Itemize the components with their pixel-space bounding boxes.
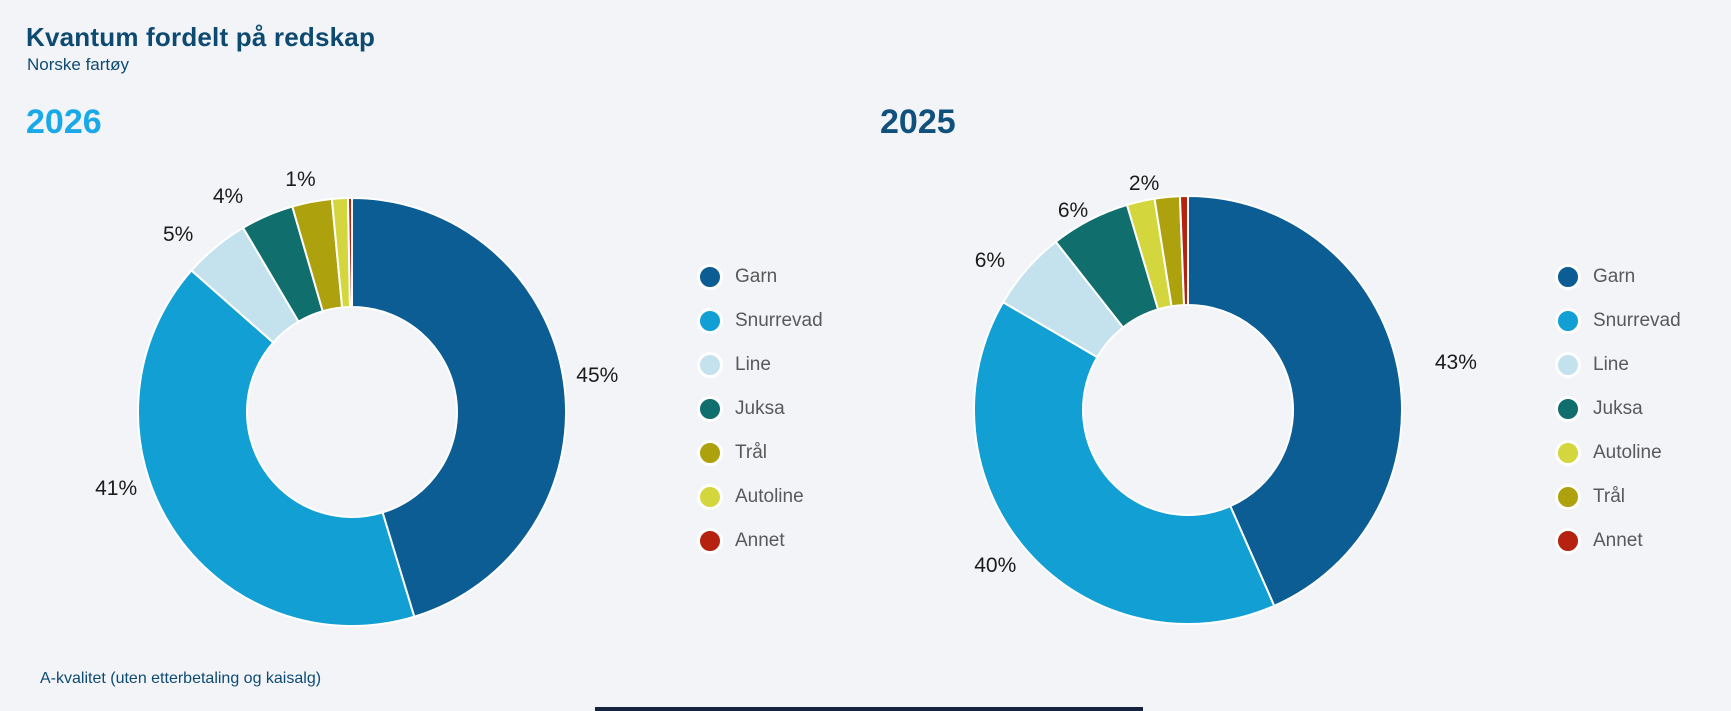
- legend-dot-annet: [1555, 528, 1581, 554]
- legend-item-line[interactable]: Line: [697, 352, 823, 378]
- legend-dot-line: [1555, 352, 1581, 378]
- donut-svg-2025: [973, 194, 1403, 625]
- legend-label: Autoline: [1593, 442, 1662, 463]
- slice-annet[interactable]: [1178, 194, 1189, 307]
- legend-label: Garn: [735, 266, 778, 287]
- percent-label-snurrevad: 41%: [95, 476, 138, 500]
- legend-2025: Garn Snurrevad Line Juksa Autoline Trål Annet: [1555, 264, 1681, 572]
- legend-item-tral[interactable]: Trål: [1555, 484, 1681, 510]
- legend-label: Line: [1593, 354, 1629, 375]
- legend-item-garn[interactable]: Garn: [1555, 264, 1681, 290]
- donut-chart-2025: 43% 40% 6% 6% 2%: [896, 158, 1496, 668]
- donut-svg-2026: [137, 196, 567, 627]
- legend-label: Trål: [735, 442, 768, 463]
- legend-dot-line: [697, 352, 723, 378]
- legend-item-tral[interactable]: Trål: [697, 440, 823, 466]
- legend-dot-annet: [697, 528, 723, 554]
- legend-dot-tral: [1555, 484, 1581, 510]
- legend-dot-juksa: [1555, 396, 1581, 422]
- legend-label: Trål: [1593, 486, 1626, 507]
- legend-item-autoline[interactable]: Autoline: [1555, 440, 1681, 466]
- percent-label-garn: 43%: [1434, 350, 1477, 374]
- legend-item-garn[interactable]: Garn: [697, 264, 823, 290]
- legend-label: Garn: [1593, 266, 1636, 287]
- legend-dot-garn: [1555, 264, 1581, 290]
- year-heading: 2025: [880, 103, 956, 141]
- bottom-bar: [595, 707, 1143, 711]
- page-title: Kvantum fordelt på redskap: [26, 22, 376, 52]
- slice-snurrevad[interactable]: [973, 300, 1276, 625]
- legend-item-juksa[interactable]: Juksa: [1555, 396, 1681, 422]
- legend-dot-snurrevad: [697, 308, 723, 334]
- percent-label-snurrevad: 40%: [974, 554, 1017, 578]
- page-subtitle: Norske fartøy: [27, 55, 130, 74]
- legend-dot-autoline: [1555, 440, 1581, 466]
- slice-snurrevad[interactable]: [137, 269, 416, 627]
- year-heading: 2026: [26, 103, 102, 141]
- legend-label: Autoline: [735, 486, 804, 507]
- percent-label-autoline: 2%: [1128, 172, 1160, 196]
- legend-label: Annet: [1593, 530, 1643, 551]
- legend-label: Snurrevad: [735, 310, 823, 331]
- legend-label: Snurrevad: [1593, 310, 1681, 331]
- legend-dot-snurrevad: [1555, 308, 1581, 334]
- donut-chart-2026: 45% 41% 5% 4% 1%: [60, 160, 660, 670]
- legend-dot-tral: [697, 440, 723, 466]
- legend-dot-juksa: [697, 396, 723, 422]
- slice-annet[interactable]: [346, 196, 353, 309]
- slice-garn[interactable]: [1187, 194, 1403, 608]
- legend-item-snurrevad[interactable]: Snurrevad: [1555, 308, 1681, 334]
- percent-label-juksa: 6%: [1057, 198, 1089, 222]
- footnote: A-kvalitet (uten etterbetaling og kaisal…: [40, 670, 322, 687]
- legend-item-autoline[interactable]: Autoline: [697, 484, 823, 510]
- legend-item-annet[interactable]: Annet: [697, 528, 823, 554]
- legend-2026: Garn Snurrevad Line Juksa Trål Autoline Annet: [697, 264, 823, 572]
- legend-label: Juksa: [1593, 398, 1643, 419]
- percent-label-autoline: 1%: [285, 167, 316, 191]
- percent-label-line: 6%: [974, 248, 1006, 272]
- legend-dot-autoline: [697, 484, 723, 510]
- percent-label-line: 5%: [162, 223, 194, 247]
- legend-item-juksa[interactable]: Juksa: [697, 396, 823, 422]
- legend-dot-garn: [697, 264, 723, 290]
- legend-item-line[interactable]: Line: [1555, 352, 1681, 378]
- legend-label: Annet: [735, 530, 785, 551]
- legend-item-annet[interactable]: Annet: [1555, 528, 1681, 554]
- slice-garn[interactable]: [351, 196, 567, 618]
- percent-label-garn: 45%: [576, 363, 619, 387]
- legend-item-snurrevad[interactable]: Snurrevad: [697, 308, 823, 334]
- legend-label: Juksa: [735, 398, 785, 419]
- legend-label: Line: [735, 354, 771, 375]
- percent-label-juksa: 4%: [212, 185, 244, 209]
